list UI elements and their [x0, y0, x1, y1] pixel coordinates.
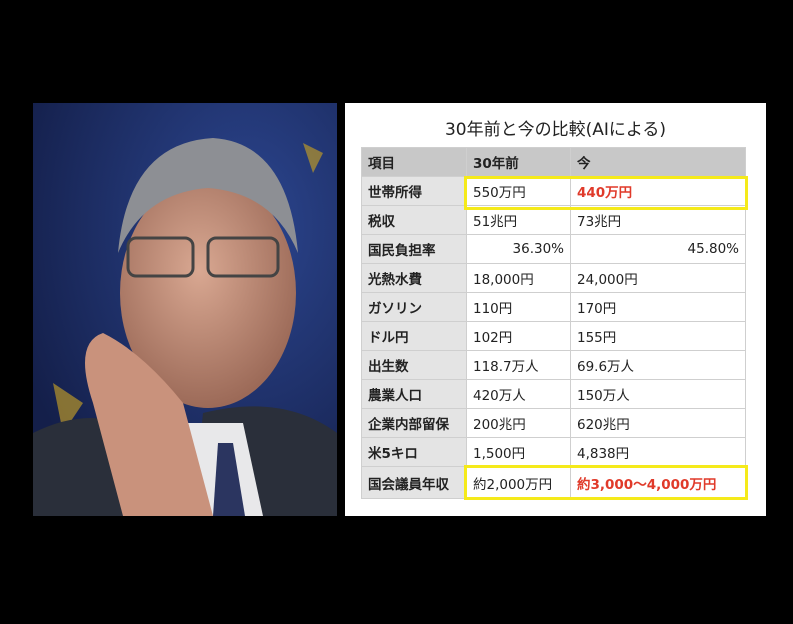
table-row: 税収 51兆円 73兆円: [361, 205, 746, 235]
value-30-years-ago: 36.30%: [466, 234, 571, 264]
row-label: ガソリン: [361, 292, 467, 322]
table-row: 農業人口 420万人 150万人: [361, 379, 746, 409]
table-row: 出生数 118.7万人 69.6万人: [361, 350, 746, 380]
value-now: 45.80%: [570, 234, 746, 264]
value-30-years-ago: 200兆円: [466, 408, 571, 438]
table-row: 米5キロ 1,500円 4,838円: [361, 437, 746, 467]
row-label: 世帯所得: [361, 176, 467, 206]
value-30-years-ago: 約2,000万円: [466, 466, 571, 499]
table-row: 世帯所得 550万円 440万円: [361, 176, 746, 206]
comparison-table: 項目 30年前 今 世帯所得 550万円 440万円 税収 51兆円 73兆円 国民負担率 3…: [361, 147, 746, 499]
value-now: 73兆円: [570, 205, 746, 235]
row-label: 国民負担率: [361, 234, 467, 264]
value-now: 150万人: [570, 379, 746, 409]
table-row: ドル円 102円 155円: [361, 321, 746, 351]
row-label: 出生数: [361, 350, 467, 380]
value-now: 69.6万人: [570, 350, 746, 380]
header-now: 今: [570, 147, 746, 177]
value-now: 170円: [570, 292, 746, 322]
value-30-years-ago: 102円: [466, 321, 571, 351]
value-now: 4,838円: [570, 437, 746, 467]
row-label: 光熱水費: [361, 263, 467, 293]
table-title: 30年前と今の比較(AIによる): [444, 120, 667, 140]
table-row: 国会議員年収 約2,000万円 約3,000〜4,000万円: [361, 466, 746, 499]
value-30-years-ago: 420万人: [466, 379, 571, 409]
table-header-row: 項目 30年前 今: [361, 147, 746, 177]
value-now: 155円: [570, 321, 746, 351]
header-30-years-ago: 30年前: [466, 147, 571, 177]
value-now: 約3,000〜4,000万円: [570, 466, 746, 499]
value-30-years-ago: 18,000円: [466, 263, 571, 293]
row-label: 米5キロ: [361, 437, 467, 467]
table-row: 企業内部留保 200兆円 620兆円: [361, 408, 746, 438]
table-row: ガソリン 110円 170円: [361, 292, 746, 322]
row-label: 税収: [361, 205, 467, 235]
value-30-years-ago: 110円: [466, 292, 571, 322]
value-now: 24,000円: [570, 263, 746, 293]
row-label: ドル円: [361, 321, 467, 351]
value-30-years-ago: 51兆円: [466, 205, 571, 235]
value-30-years-ago: 118.7万人: [466, 350, 571, 380]
person-photo: [33, 103, 337, 516]
comparison-panel: 30年前と今の比較(AIによる) 項目 30年前 今 世帯所得 550万円 440万…: [345, 103, 766, 516]
table-row: 国民負担率 36.30% 45.80%: [361, 234, 746, 264]
table-row: 光熱水費 18,000円 24,000円: [361, 263, 746, 293]
row-label: 農業人口: [361, 379, 467, 409]
row-label: 国会議員年収: [361, 466, 467, 499]
header-item: 項目: [361, 147, 467, 177]
value-30-years-ago: 1,500円: [466, 437, 571, 467]
row-label: 企業内部留保: [361, 408, 467, 438]
value-30-years-ago: 550万円: [466, 176, 571, 206]
value-now: 620兆円: [570, 408, 746, 438]
value-now: 440万円: [570, 176, 746, 206]
